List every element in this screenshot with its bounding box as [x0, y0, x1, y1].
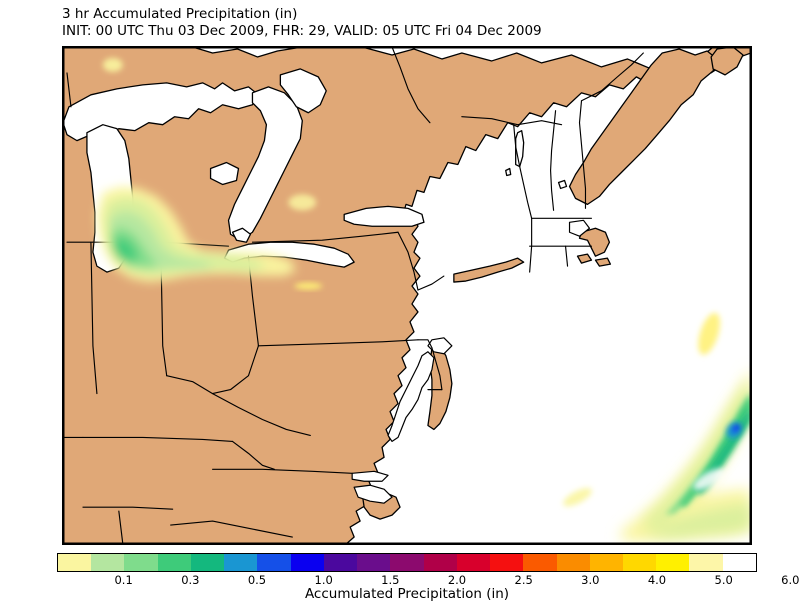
precipitation-layer — [96, 57, 751, 543]
border-on-qc — [391, 47, 431, 124]
colorbar-segment-9 — [357, 554, 391, 571]
lake-ontario — [343, 205, 425, 227]
colorbar-tick-label-2.0: 2.0 — [447, 573, 467, 587]
colorbar[interactable] — [57, 553, 757, 572]
colorbar-segment-6 — [257, 554, 291, 571]
page-title: 3 hr Accumulated Precipitation (in) — [62, 6, 298, 22]
border-ny-vt — [513, 124, 533, 219]
marthas-vineyard — [576, 253, 593, 264]
precipitation-map[interactable] — [63, 47, 751, 544]
map-border — [63, 47, 751, 544]
precip-trace-lake-huron-east — [288, 194, 317, 211]
georgian-bay — [279, 68, 327, 114]
border-tn-ga-al — [82, 506, 174, 510]
border-ny-canada — [461, 116, 563, 126]
border-wi-mn — [66, 72, 72, 108]
border-md-de — [417, 339, 433, 349]
border-pa-md — [257, 339, 419, 347]
colorbar-segment-4 — [190, 554, 225, 571]
colorbar-segment-2 — [124, 554, 158, 571]
border-sc-ga — [118, 510, 124, 544]
precip-trace-offshore-east — [698, 312, 721, 355]
colorbar-tick-label-1.0: 1.0 — [314, 573, 333, 587]
colorbar-segment-12 — [456, 554, 491, 571]
colorbar-segment-10 — [390, 554, 424, 571]
precip-band-core — [726, 422, 742, 439]
precip-trace-offshore-south — [563, 488, 592, 507]
colorbar-tick-label-0.3: 0.3 — [181, 573, 200, 587]
pamlico-sound — [353, 484, 393, 504]
precip-lake-effect-michigan — [96, 186, 297, 283]
colorbar-tick-label-5.0: 5.0 — [714, 573, 733, 587]
border-de-md-peninsula — [431, 347, 443, 391]
small-lake-ny — [505, 167, 512, 177]
delaware-bay — [427, 337, 453, 355]
lake-winnipesaukee — [557, 179, 568, 190]
colorbar-tick-label-0.5: 0.5 — [247, 573, 267, 587]
coastal-bays-layer — [351, 219, 591, 504]
border-pa-ny — [251, 231, 399, 243]
colorbar-segment-14 — [523, 554, 557, 571]
border-nc-sc — [170, 520, 293, 538]
cape-cod — [578, 227, 611, 257]
colorbar-block: 0.1 0.3 0.5 1.0 1.5 2.0 2.5 3.0 4.0 5.0 6.0 Accumu… — [57, 553, 799, 602]
colorbar-segment-11 — [423, 554, 457, 571]
colorbar-axis-label: Accumulated Precipitation (in) — [304, 586, 510, 602]
colorbar-segment-8 — [323, 554, 358, 571]
border-nj-ny — [417, 275, 445, 291]
precip-trace-upper-peninsula — [102, 57, 123, 72]
colorbar-segment-19 — [689, 554, 723, 571]
colorbar-segment-13 — [490, 554, 524, 571]
border-pa-nj — [397, 231, 419, 291]
saginaw-bay — [209, 161, 240, 186]
precip-trace-northern-ohio — [294, 282, 323, 290]
colorbar-segment-0 — [58, 554, 92, 571]
border-wv-va — [211, 393, 311, 437]
colorbar-tick-label-4.0: 4.0 — [647, 573, 667, 587]
colorbar-ticks: 0.1 0.3 0.5 1.0 1.5 2.0 2.5 3.0 4.0 5.0 6.0 — [57, 572, 799, 588]
border-nh-me — [578, 100, 587, 209]
colorbar-segment-1 — [91, 554, 125, 571]
lake-st-clair — [231, 227, 252, 243]
border-tn-nc — [231, 440, 275, 470]
massachusetts-bay — [568, 219, 591, 237]
colorbar-segment-18 — [656, 554, 690, 571]
border-oh-wv-ky — [166, 345, 260, 395]
title-block: 3 hr Accumulated Precipitation (in) INIT… — [62, 6, 762, 40]
colorbar-tick-label-2.5: 2.5 — [514, 573, 533, 587]
colorbar-tick-label-0.1: 0.1 — [114, 573, 133, 587]
border-me-canada — [580, 52, 644, 102]
delmarva-peninsula — [427, 345, 453, 431]
colorbar-segment-15 — [556, 554, 590, 571]
border-il-in — [90, 241, 98, 395]
colorbar-segment-20 — [722, 554, 756, 571]
colorbar-tick-label-3.0: 3.0 — [581, 573, 600, 587]
colorbar-segment-17 — [622, 554, 657, 571]
precip-offshore-band — [617, 367, 751, 543]
nantucket-island — [594, 257, 612, 267]
colorbar-segment-5 — [224, 554, 258, 571]
colorbar-tick-label-6.0: 6.0 — [781, 573, 800, 587]
border-ct-ri — [564, 245, 569, 267]
long-island — [453, 257, 525, 283]
map-panel[interactable] — [62, 46, 752, 545]
colorbar-segment-3 — [157, 554, 191, 571]
chesapeake-bay — [387, 351, 435, 443]
albemarle-sound — [351, 470, 389, 482]
border-va-nc — [211, 468, 353, 474]
forecast-validity-subtitle: INIT: 00 UTC Thu 03 Dec 2009, FHR: 29, V… — [62, 23, 542, 39]
colorbar-segment-16 — [589, 554, 623, 571]
border-ky-tn — [82, 436, 234, 442]
colorbar-tick-label-1.5: 1.5 — [381, 573, 400, 587]
colorbar-segment-7 — [290, 554, 324, 571]
border-vt-nh — [550, 110, 557, 211]
